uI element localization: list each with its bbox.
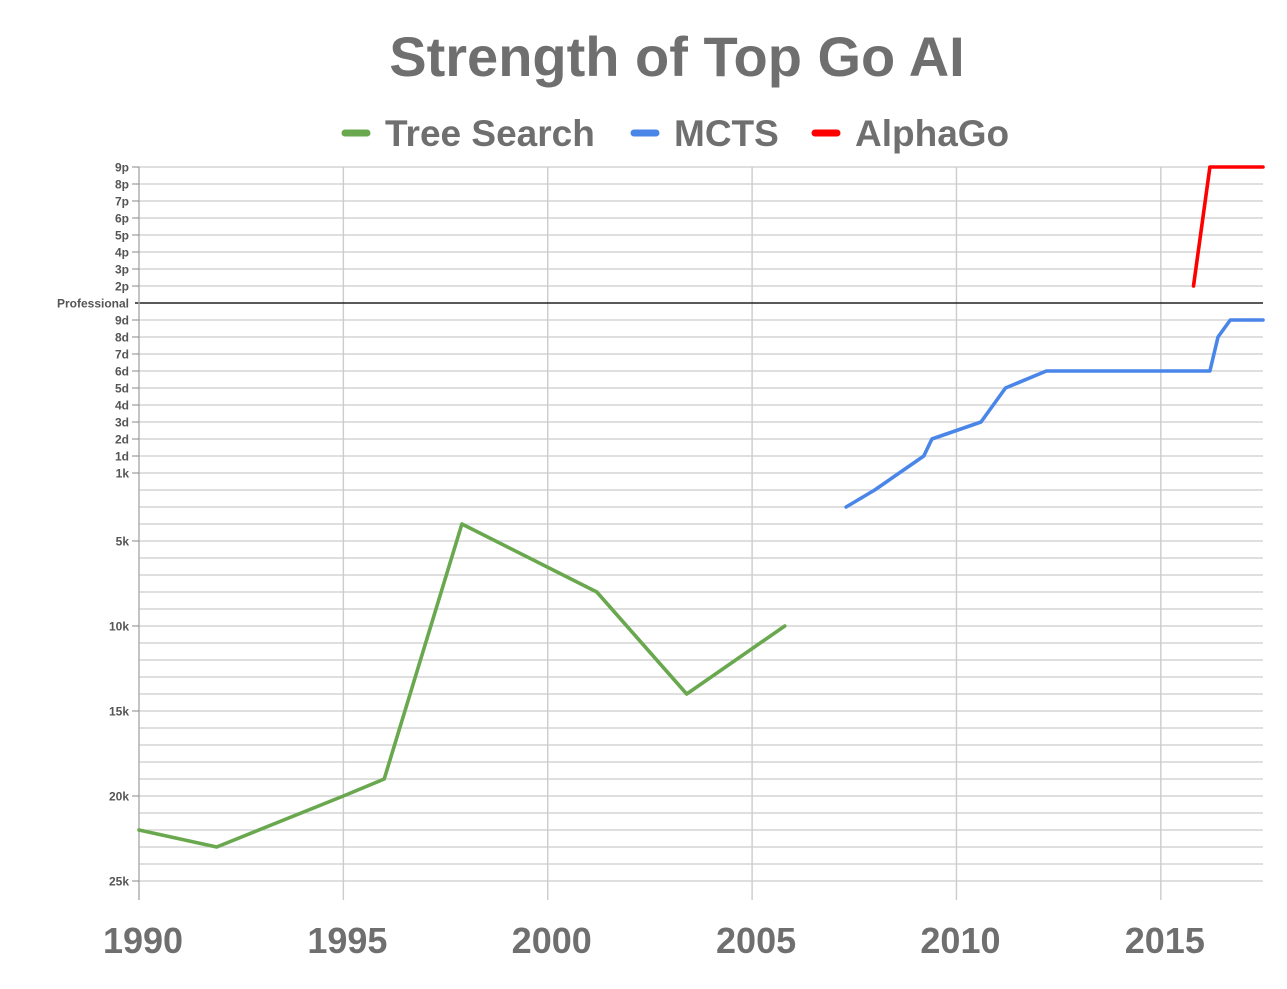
x-tick-label-2000: 2000 <box>512 920 592 961</box>
x-tick-label-2005: 2005 <box>716 920 796 961</box>
y-tick-label-1d: 1d <box>115 450 129 464</box>
y-tick-label-10k: 10k <box>109 620 129 634</box>
y-axis-tick-labels: 9p 8p 7p 6p 5p 4p 3p 2p Professional 9d 8d 7d 6d 5d 4d… <box>57 161 139 889</box>
y-tick-label-3p: 3p <box>115 263 129 277</box>
y-tick-label-20k: 20k <box>109 790 129 804</box>
chart-title: Strength of Top Go AI <box>389 25 964 88</box>
y-tick-label-1k: 1k <box>116 467 130 481</box>
y-tick-label-professional: Professional <box>57 297 129 311</box>
y-tick-label-4d: 4d <box>115 399 129 413</box>
y-tick-label-8d: 8d <box>115 331 129 345</box>
y-tick-label-2p: 2p <box>115 280 129 294</box>
x-tick-label-2015: 2015 <box>1125 920 1205 961</box>
y-tick-label-3d: 3d <box>115 416 129 430</box>
y-tick-label-5k: 5k <box>116 535 130 549</box>
y-tick-label-2d: 2d <box>115 433 129 447</box>
legend: Tree Search MCTS AlphaGo <box>341 113 1009 154</box>
legend-label-alphago: AlphaGo <box>855 113 1009 154</box>
y-tick-label-4p: 4p <box>115 246 129 260</box>
y-tick-label-9p: 9p <box>115 161 129 175</box>
y-tick-label-5p: 5p <box>115 229 129 243</box>
horizontal-gridlines <box>139 166 1263 882</box>
x-tick-label-2010: 2010 <box>920 920 1000 961</box>
y-tick-label-6p: 6p <box>115 212 129 226</box>
x-tick-label-1990: 1990 <box>103 920 183 961</box>
y-tick-label-6d: 6d <box>115 365 129 379</box>
y-tick-label-9d: 9d <box>115 314 129 328</box>
series-line-mcts <box>844 318 1265 509</box>
x-tick-label-1995: 1995 <box>307 920 387 961</box>
series-line-tree-search <box>137 522 787 849</box>
legend-label-mcts: MCTS <box>674 113 779 154</box>
y-tick-label-7p: 7p <box>115 195 129 209</box>
vertical-gridlines <box>342 167 1162 900</box>
x-axis-tick-labels: 1990 1995 2000 2005 2010 2015 <box>103 920 1205 961</box>
legend-label-tree-search: Tree Search <box>385 113 595 154</box>
y-tick-label-7d: 7d <box>115 348 129 362</box>
y-tick-label-8p: 8p <box>115 178 129 192</box>
y-tick-label-5d: 5d <box>115 382 129 396</box>
y-tick-label-15k: 15k <box>109 705 129 719</box>
series-line-alphago <box>1191 165 1265 288</box>
y-tick-label-25k: 25k <box>109 875 129 889</box>
series-lines <box>137 165 1265 849</box>
